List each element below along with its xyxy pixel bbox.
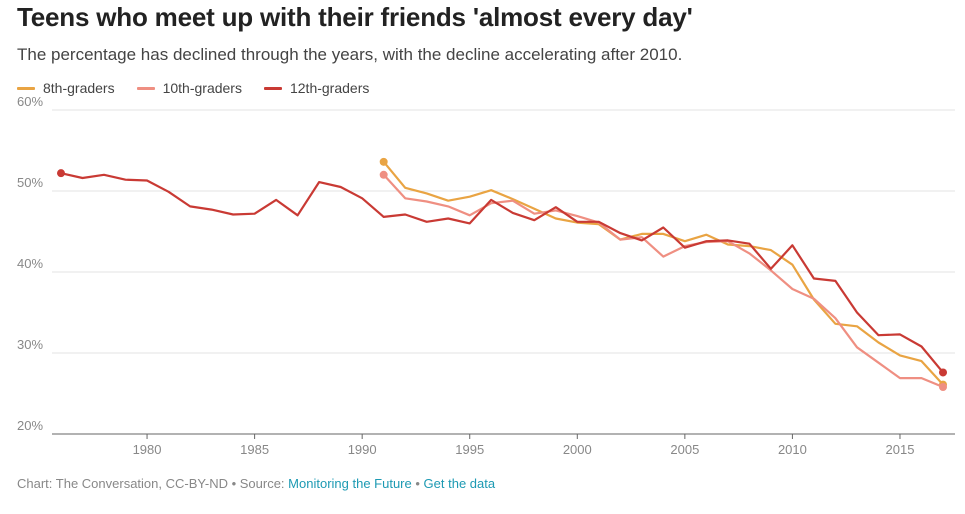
x-tick-label: 1990 — [348, 442, 377, 457]
y-tick-label: 30% — [17, 337, 43, 352]
y-axis-ticks: 20% 30% 40% 50% 60% — [17, 94, 43, 433]
legend-swatch-12th-graders — [263, 86, 282, 90]
x-axis-ticks: 1980 1985 1990 1995 2000 2005 2010 2015 — [133, 434, 915, 457]
series-lines — [57, 157, 947, 392]
get-data-link[interactable]: Get the data — [423, 476, 496, 491]
x-tick-label: 2005 — [670, 442, 699, 457]
chart-subtitle: The percentage has declined through the … — [17, 45, 683, 64]
y-tick-label: 60% — [17, 94, 43, 109]
source-link[interactable]: Monitoring the Future — [288, 476, 412, 491]
legend-label-12th-graders: 12th-graders — [289, 80, 370, 96]
y-tick-label: 40% — [17, 256, 43, 271]
series-line-12th-graders[interactable] — [59, 172, 945, 374]
legend-swatch-10th-graders — [136, 86, 155, 90]
start-point-10th-graders[interactable] — [379, 170, 388, 179]
y-tick-label: 20% — [17, 418, 43, 433]
legend-item-8th-graders[interactable]: 8th-graders — [17, 80, 115, 96]
x-tick-label: 1995 — [455, 442, 484, 457]
footer-credit: Chart: The Conversation, CC-BY-ND • Sour… — [17, 476, 289, 491]
chart-footer: Chart: The Conversation, CC-BY-ND • Sour… — [17, 476, 495, 491]
legend-label-8th-graders: 8th-graders — [43, 80, 115, 96]
legend-item-12th-graders[interactable]: 12th-graders — [263, 80, 370, 96]
start-point-12th-graders[interactable] — [57, 169, 65, 178]
chart-title: Teens who meet up with their friends 'al… — [17, 2, 693, 32]
series-line-8th-graders[interactable] — [382, 160, 945, 386]
x-tick-label: 2000 — [563, 442, 592, 457]
x-tick-label: 1980 — [133, 442, 162, 457]
legend-label-10th-graders: 10th-graders — [162, 80, 242, 96]
gridlines — [52, 109, 955, 435]
y-tick-label: 50% — [17, 175, 43, 190]
footer-separator: • — [411, 476, 424, 491]
x-tick-label: 1985 — [240, 442, 269, 457]
x-tick-label: 2010 — [778, 442, 807, 457]
end-point-12th-graders[interactable] — [939, 368, 947, 377]
legend-item-10th-graders[interactable]: 10th-graders — [136, 80, 242, 96]
legend: 8th-graders 10th-graders 12th-graders — [17, 80, 369, 96]
start-point-8th-graders[interactable] — [379, 157, 388, 166]
legend-swatch-8th-graders — [17, 86, 35, 90]
x-tick-label: 2015 — [886, 442, 915, 457]
end-point-10th-graders[interactable] — [939, 383, 947, 392]
series-line-10th-graders[interactable] — [382, 173, 945, 389]
